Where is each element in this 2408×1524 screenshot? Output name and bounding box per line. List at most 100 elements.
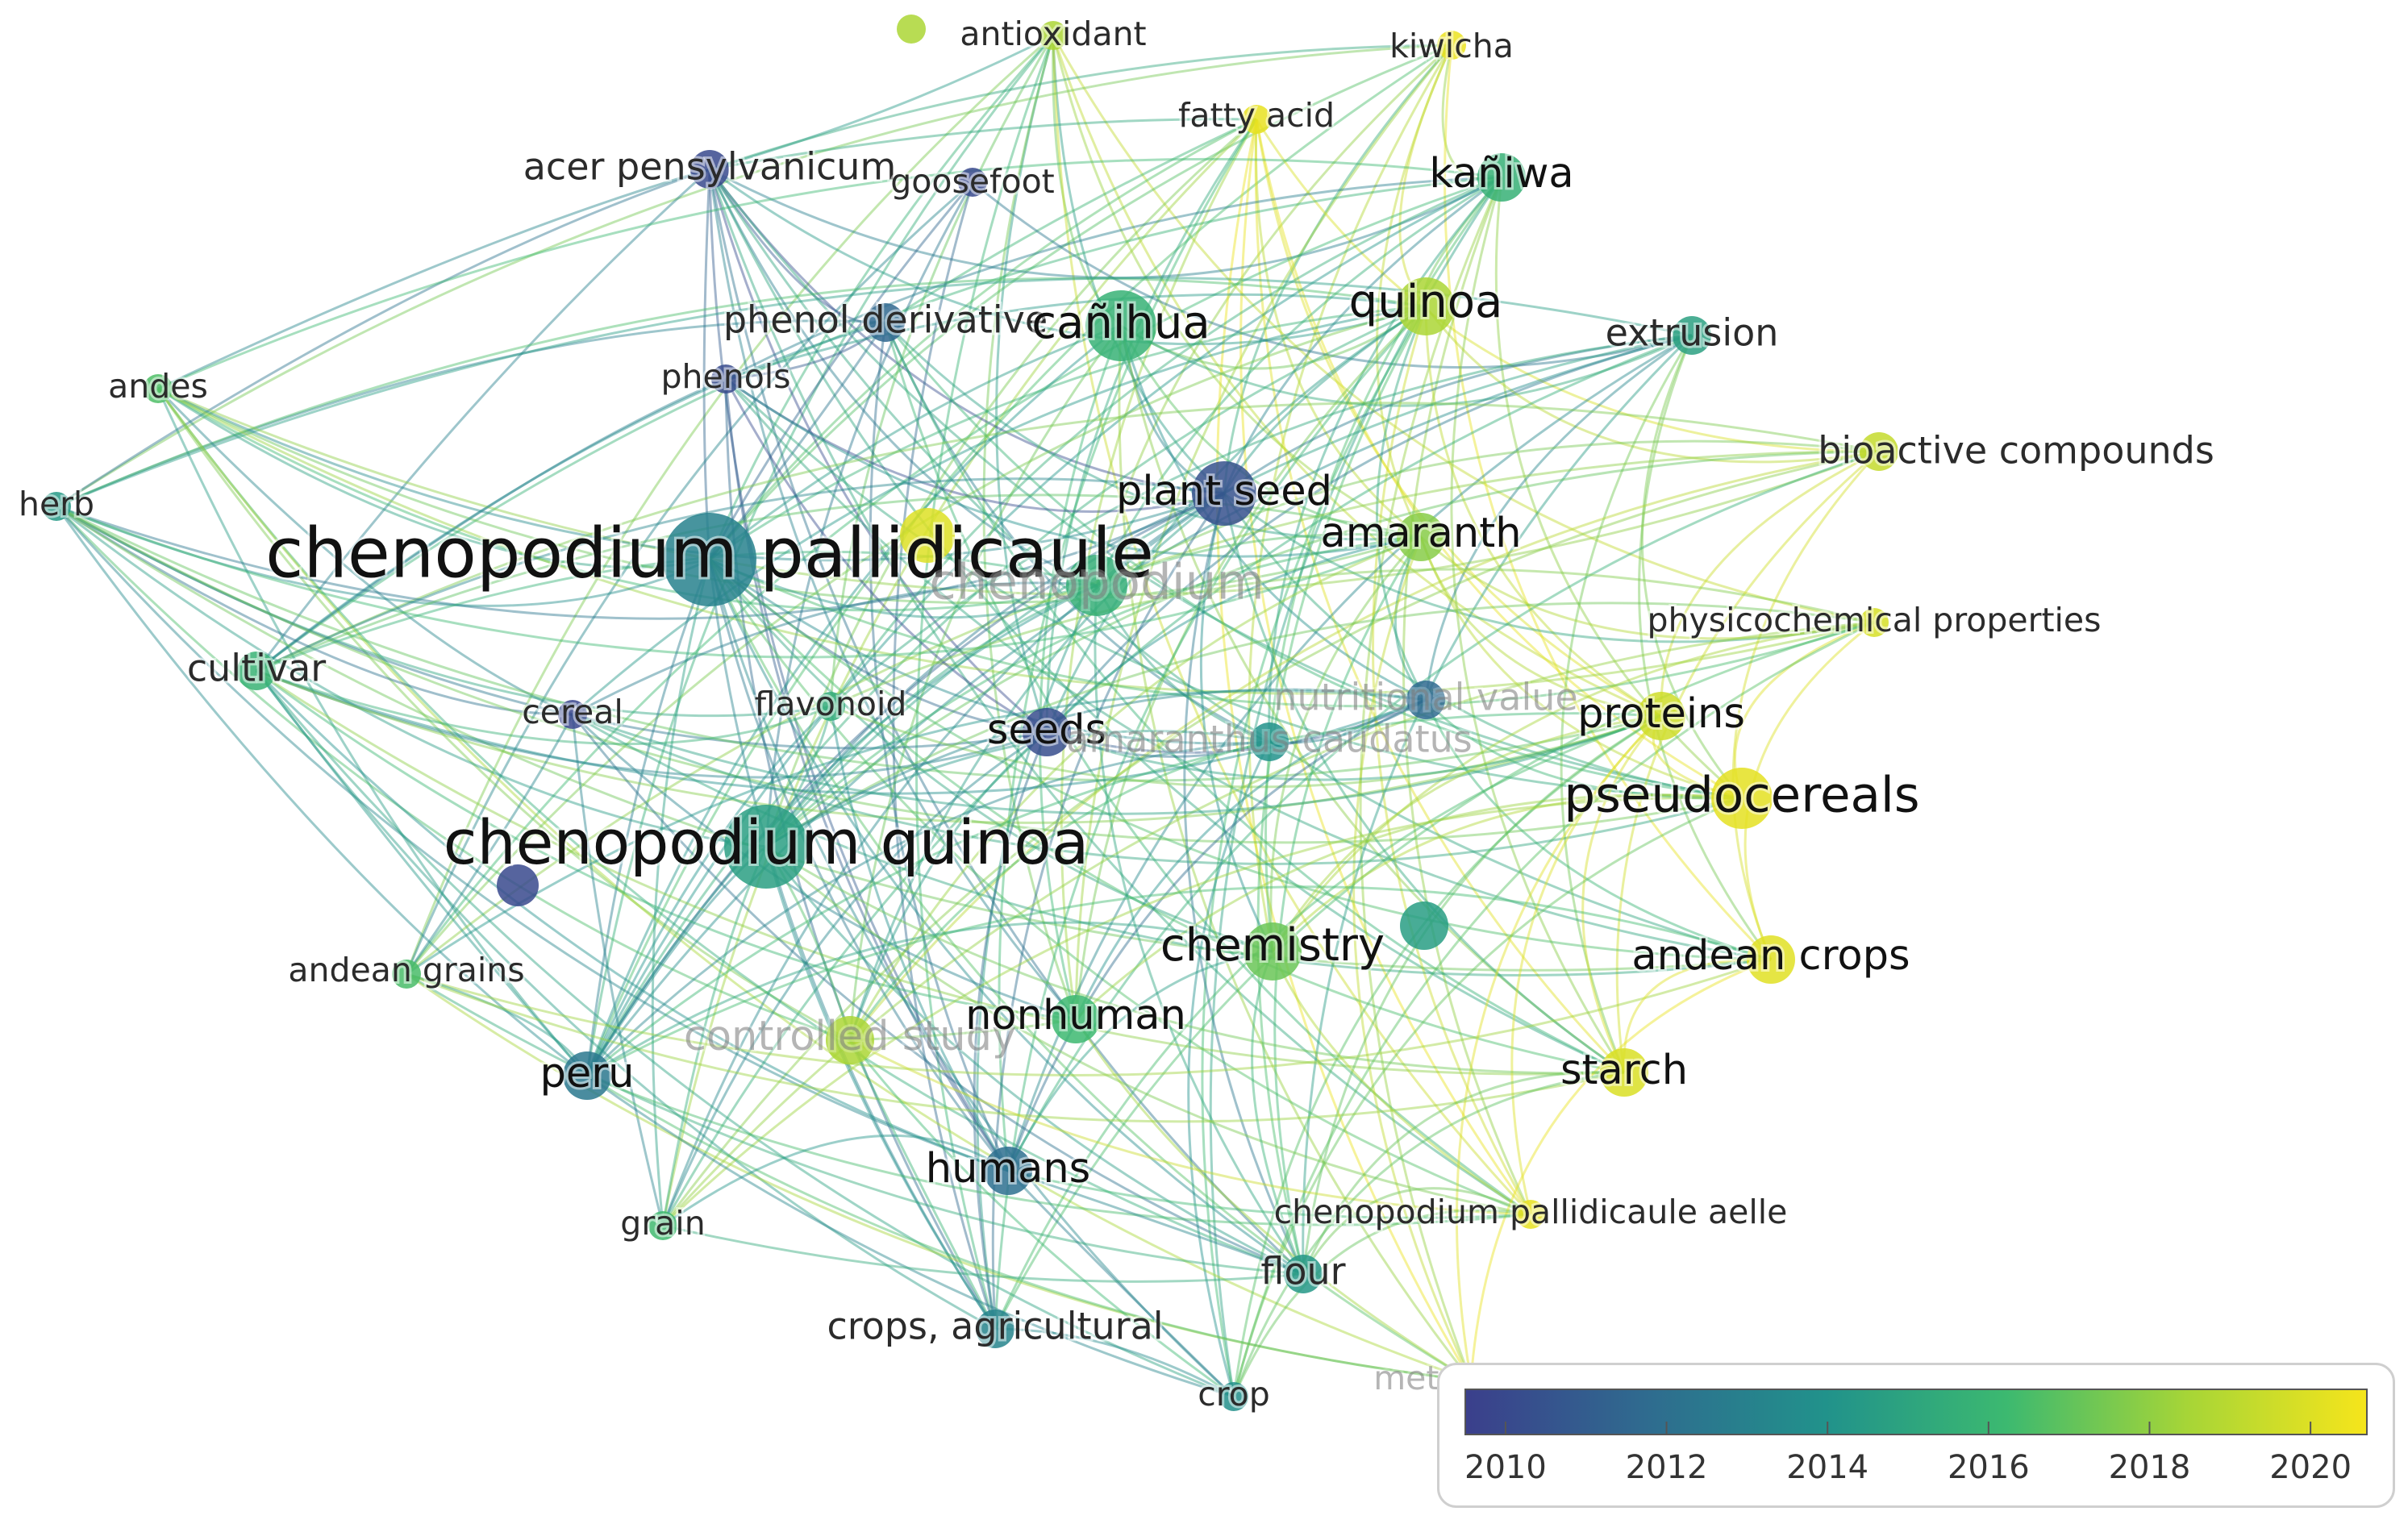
node-circle[interactable] — [1637, 692, 1685, 740]
node-label[interactable]: herb — [16, 482, 97, 526]
node-label[interactable]: chenopodium pallidicaule aelle — [1272, 1190, 1790, 1234]
node-label[interactable]: flour — [1258, 1247, 1348, 1296]
node-label[interactable]: extrusion — [1603, 309, 1781, 357]
node-label[interactable]: andean crops — [1629, 930, 1912, 982]
node-label[interactable]: phenol derivative — [721, 296, 1050, 344]
link-line — [572, 713, 1772, 976]
node-circle[interactable] — [392, 960, 421, 989]
node-label[interactable]: bioactive compounds — [1815, 427, 2217, 475]
node-circle[interactable] — [1397, 277, 1455, 335]
node-circle[interactable] — [1242, 105, 1271, 134]
node-circle[interactable] — [42, 492, 71, 521]
link-line — [1456, 714, 1663, 1381]
node-circle[interactable] — [1085, 290, 1156, 361]
node-label[interactable]: phenols — [658, 355, 793, 398]
node-label[interactable]: grain — [618, 1201, 707, 1245]
node-label[interactable]: nonhuman — [963, 989, 1189, 1042]
node-circle[interactable] — [900, 508, 955, 563]
node-circle[interactable] — [558, 700, 587, 729]
node-circle[interactable] — [1192, 461, 1256, 526]
node-circle[interactable] — [816, 692, 845, 721]
node-circle[interactable] — [1052, 995, 1100, 1043]
node-circle[interactable] — [1477, 153, 1526, 202]
node-label[interactable]: flavonoid — [752, 682, 910, 726]
node-circle[interactable] — [648, 1211, 677, 1240]
node-label[interactable]: crop — [1195, 1372, 1273, 1416]
node-label[interactable]: pseudocereals — [1561, 764, 1922, 827]
node-circle[interactable] — [724, 805, 808, 889]
node-circle[interactable] — [1400, 901, 1448, 950]
node-circle[interactable] — [237, 652, 276, 690]
node-label[interactable]: kiwicha — [1387, 24, 1516, 68]
node-circle[interactable] — [1437, 31, 1466, 60]
node-circle[interactable] — [690, 150, 729, 189]
node-label[interactable]: goosefoot — [888, 160, 1056, 203]
node-circle[interactable] — [711, 364, 740, 393]
legend-tick-label: 2016 — [1948, 1449, 2030, 1486]
node-circle[interactable] — [1397, 513, 1445, 561]
node-circle[interactable] — [1219, 1382, 1248, 1411]
node-circle[interactable] — [1600, 1048, 1648, 1097]
node-circle[interactable] — [1244, 922, 1302, 981]
node-label[interactable]: cañihua — [1029, 294, 1212, 352]
node-label[interactable]: cultivar — [185, 644, 328, 693]
node-circle[interactable] — [1747, 935, 1795, 984]
link-line — [571, 714, 664, 1226]
node-label[interactable]: cereal — [519, 690, 625, 734]
node-label[interactable]: physicochemical properties — [1644, 598, 2103, 642]
node-label[interactable]: kañiwa — [1427, 148, 1576, 200]
node-label[interactable]: chenopodium quinoa — [441, 804, 1092, 881]
node-label[interactable]: fatty acid — [1176, 94, 1337, 137]
node-circle[interactable] — [976, 1310, 1014, 1348]
link-line — [1120, 324, 1693, 407]
node-circle[interactable] — [1023, 708, 1071, 756]
node-label[interactable]: nutritional value — [1271, 673, 1580, 722]
node-circle[interactable] — [897, 15, 926, 44]
node-circle[interactable] — [866, 303, 905, 342]
node-label[interactable]: andes — [106, 364, 210, 408]
node-circle[interactable] — [1250, 722, 1289, 761]
node-circle[interactable] — [984, 1147, 1032, 1195]
node-circle[interactable] — [1039, 21, 1068, 50]
link-line — [156, 388, 1472, 1382]
node-label[interactable]: peru — [537, 1047, 636, 1100]
node-circle[interactable] — [958, 168, 987, 197]
node-circle[interactable] — [1673, 316, 1711, 355]
node-label[interactable]: chenopodium pallidicaule — [263, 510, 1156, 596]
node-label[interactable]: quinoa — [1347, 273, 1506, 331]
node-label[interactable]: seeds — [985, 704, 1109, 756]
link-line — [708, 559, 997, 1330]
node-circle[interactable] — [1516, 1200, 1545, 1229]
node-circle[interactable] — [497, 864, 539, 906]
link-line — [1201, 306, 1427, 1397]
node-label[interactable]: crops, agricultural — [824, 1302, 1165, 1351]
node-circle[interactable] — [663, 513, 756, 606]
node-circle[interactable] — [1860, 608, 1889, 637]
link-line — [764, 118, 1257, 847]
node-label[interactable]: chemistry — [1158, 917, 1387, 974]
link-line — [405, 305, 1427, 975]
node-label[interactable]: chenopodium — [927, 552, 1267, 614]
node-label[interactable]: antioxidant — [957, 12, 1148, 56]
node-circle[interactable] — [144, 374, 173, 403]
node-circle[interactable] — [1066, 555, 1127, 616]
link-line — [764, 535, 1422, 848]
node-label[interactable]: proteins — [1575, 688, 1748, 740]
node-label[interactable]: amaranth — [1318, 507, 1523, 560]
link-line — [661, 846, 768, 1226]
node-label[interactable]: amaranthus caudatus — [1064, 715, 1475, 764]
node-label[interactable]: humans — [923, 1143, 1093, 1195]
link-line — [1045, 535, 1422, 734]
node-circle[interactable] — [563, 1051, 611, 1100]
node-label[interactable]: controlled study — [681, 1010, 1019, 1063]
node-circle[interactable] — [1711, 768, 1773, 829]
node-circle[interactable] — [826, 1016, 874, 1064]
node-circle[interactable] — [1284, 1255, 1323, 1293]
node-circle[interactable] — [1406, 681, 1445, 719]
node-label[interactable]: starch — [1558, 1044, 1690, 1097]
link-line — [973, 731, 1048, 1330]
node-label[interactable]: andean grains — [285, 948, 527, 992]
node-label[interactable]: acer pensylvanicum — [521, 143, 899, 191]
node-label[interactable]: plant seed — [1114, 465, 1335, 518]
node-circle[interactable] — [1860, 432, 1898, 471]
